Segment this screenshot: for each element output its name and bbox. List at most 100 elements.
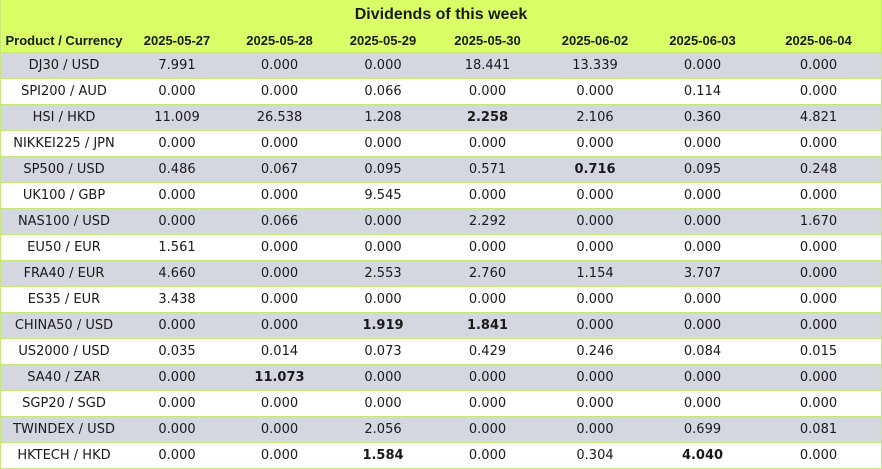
dividend-value-cell: 0.114 xyxy=(649,77,756,104)
dividend-value-cell: 4.660 xyxy=(127,259,227,286)
table-body: DJ30 / USD 7.991 0.000 0.000 18.441 13.339 0.0… xyxy=(1,51,881,469)
dividend-value-cell: 2.258 xyxy=(434,103,541,130)
dividend-value-cell: 0.000 xyxy=(227,441,332,469)
dividend-value-cell: 0.000 xyxy=(332,363,434,390)
product-cell: US2000 / USD xyxy=(1,337,127,364)
dividend-value-cell: 0.014 xyxy=(227,337,332,364)
dividend-value-cell: 0.000 xyxy=(434,415,541,442)
dividend-value-cell: 3.707 xyxy=(649,259,756,286)
dividend-value-cell: 0.716 xyxy=(541,155,649,182)
dividend-value-cell: 0.000 xyxy=(756,363,881,390)
dividend-value-cell: 11.073 xyxy=(227,363,332,390)
dividend-value-cell: 4.821 xyxy=(756,103,881,130)
dividend-value-cell: 0.699 xyxy=(649,415,756,442)
dividend-value-cell: 0.000 xyxy=(434,181,541,208)
dividend-value-cell: 0.000 xyxy=(649,285,756,312)
dividend-value-cell: 0.000 xyxy=(649,311,756,338)
table-row: DJ30 / USD 7.991 0.000 0.000 18.441 13.339 0.0… xyxy=(1,51,881,78)
table-row: NAS100 / USD 0.000 0.066 0.000 2.292 0.000 0.0… xyxy=(1,207,881,234)
dividend-value-cell: 0.000 xyxy=(127,77,227,104)
dividend-value-cell: 0.000 xyxy=(756,233,881,260)
dividend-value-cell: 0.000 xyxy=(332,51,434,78)
table-row: FRA40 / EUR 4.660 0.000 2.553 2.760 1.154 3.70… xyxy=(1,259,881,286)
dividend-value-cell: 0.000 xyxy=(227,285,332,312)
dividend-value-cell: 2.106 xyxy=(541,103,649,130)
table-row: NIKKEI225 / JPN 0.000 0.000 0.000 0.000 0.000… xyxy=(1,129,881,156)
column-header-date: 2025-06-03 xyxy=(669,32,736,48)
dividend-value-cell: 4.040 xyxy=(649,441,756,469)
table-row: ES35 / EUR 3.438 0.000 0.000 0.000 0.000 0.000… xyxy=(1,285,881,312)
dividend-value-cell: 0.035 xyxy=(127,337,227,364)
dividend-value-cell: 0.248 xyxy=(756,155,881,182)
dividend-value-cell: 1.670 xyxy=(756,207,881,234)
dividend-value-cell: 0.095 xyxy=(649,155,756,182)
dividend-value-cell: 1.561 xyxy=(127,233,227,260)
dividend-value-cell: 0.073 xyxy=(332,337,434,364)
dividend-value-cell: 0.000 xyxy=(649,363,756,390)
dividend-value-cell: 0.000 xyxy=(332,207,434,234)
dividend-value-cell: 0.000 xyxy=(127,363,227,390)
dividend-value-cell: 0.095 xyxy=(332,155,434,182)
dividend-value-cell: 0.000 xyxy=(127,129,227,156)
dividends-table: Product / Currency 2025-05-27 2025-05-28 20… xyxy=(1,29,881,469)
dividend-value-cell: 3.438 xyxy=(127,285,227,312)
dividend-value-cell: 0.000 xyxy=(434,129,541,156)
dividend-value-cell: 1.584 xyxy=(332,441,434,469)
dividend-value-cell: 0.000 xyxy=(756,389,881,416)
dividend-value-cell: 0.000 xyxy=(756,181,881,208)
dividend-value-cell: 0.000 xyxy=(541,207,649,234)
table-row: US2000 / USD 0.035 0.014 0.073 0.429 0.246 0.0… xyxy=(1,337,881,364)
dividend-value-cell: 0.066 xyxy=(332,77,434,104)
product-cell: HKTECH / HKD xyxy=(1,441,127,469)
dividend-value-cell: 0.000 xyxy=(649,207,756,234)
table-row: SA40 / ZAR 0.000 11.073 0.000 0.000 0.000 0.00… xyxy=(1,363,881,390)
dividend-value-cell: 0.000 xyxy=(756,259,881,286)
dividend-value-cell: 0.000 xyxy=(434,233,541,260)
dividend-value-cell: 0.000 xyxy=(434,441,541,469)
dividend-value-cell: 0.015 xyxy=(756,337,881,364)
dividend-value-cell: 0.084 xyxy=(649,337,756,364)
product-cell: ES35 / EUR xyxy=(1,285,127,312)
dividend-value-cell: 0.000 xyxy=(756,77,881,104)
dividend-value-cell: 0.000 xyxy=(127,207,227,234)
dividend-value-cell: 0.000 xyxy=(227,129,332,156)
header-row: Product / Currency 2025-05-27 2025-05-28 20… xyxy=(1,29,881,52)
table-row: EU50 / EUR 1.561 0.000 0.000 0.000 0.000 0.000… xyxy=(1,233,881,260)
dividend-value-cell: 0.066 xyxy=(227,207,332,234)
column-header-date: 2025-05-28 xyxy=(246,32,313,48)
dividend-value-cell: 0.000 xyxy=(227,259,332,286)
dividend-value-cell: 0.000 xyxy=(227,311,332,338)
product-cell: NIKKEI225 / JPN xyxy=(1,129,127,156)
dividend-value-cell: 0.000 xyxy=(541,363,649,390)
dividend-value-cell: 0.000 xyxy=(127,441,227,469)
dividend-value-cell: 18.441 xyxy=(434,51,541,78)
product-cell: EU50 / EUR xyxy=(1,233,127,260)
dividend-value-cell: 0.000 xyxy=(541,77,649,104)
dividend-value-cell: 0.000 xyxy=(332,389,434,416)
table-row: TWINDEX / USD 0.000 0.000 2.056 0.000 0.000 0.… xyxy=(1,415,881,442)
product-cell: SPI200 / AUD xyxy=(1,77,127,104)
column-header-date: 2025-06-04 xyxy=(785,32,852,48)
dividend-value-cell: 0.000 xyxy=(127,181,227,208)
dividend-value-cell: 0.000 xyxy=(649,233,756,260)
dividend-value-cell: 0.000 xyxy=(227,51,332,78)
product-cell: SA40 / ZAR xyxy=(1,363,127,390)
table-row: HSI / HKD 11.009 26.538 1.208 2.258 2.106 0.36… xyxy=(1,103,881,130)
dividend-value-cell: 1.154 xyxy=(541,259,649,286)
dividend-value-cell: 7.991 xyxy=(127,51,227,78)
table-row: UK100 / GBP 0.000 0.000 9.545 0.000 0.000 0.00… xyxy=(1,181,881,208)
table-row: SPI200 / AUD 0.000 0.000 0.066 0.000 0.000 0.1… xyxy=(1,77,881,104)
dividend-value-cell: 0.000 xyxy=(434,285,541,312)
table-title: Dividends of this week xyxy=(1,0,881,29)
dividend-value-cell: 0.000 xyxy=(756,129,881,156)
dividend-value-cell: 0.000 xyxy=(541,129,649,156)
table-row: SGP20 / SGD 0.000 0.000 0.000 0.000 0.000 0.00… xyxy=(1,389,881,416)
dividend-value-cell: 0.000 xyxy=(332,285,434,312)
dividend-value-cell: 0.000 xyxy=(649,389,756,416)
table-row: CHINA50 / USD 0.000 0.000 1.919 1.841 0.000 0.… xyxy=(1,311,881,338)
dividend-value-cell: 0.429 xyxy=(434,337,541,364)
dividend-value-cell: 0.000 xyxy=(332,233,434,260)
dividend-value-cell: 0.000 xyxy=(756,285,881,312)
dividend-value-cell: 26.538 xyxy=(227,103,332,130)
